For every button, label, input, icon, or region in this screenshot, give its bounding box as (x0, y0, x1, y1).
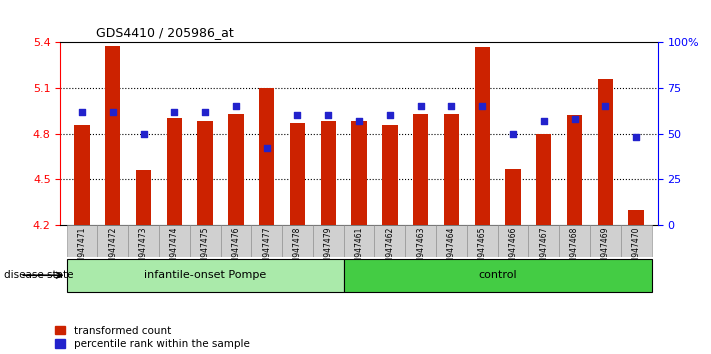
Bar (382, 125, 397, 225)
Bar (590, 225, 621, 257)
Point (230, 103, 242, 109)
Bar (282, 225, 313, 257)
Bar (159, 225, 190, 257)
Point (353, 118, 365, 124)
Legend: transformed count, percentile rank within the sample: transformed count, percentile rank withi… (55, 326, 250, 349)
Bar (321, 121, 336, 225)
Bar (413, 114, 428, 225)
Bar (375, 225, 405, 257)
Point (138, 131, 149, 136)
Bar (220, 225, 251, 257)
Text: GSM947466: GSM947466 (508, 227, 518, 273)
Text: GSM947475: GSM947475 (201, 227, 210, 273)
Text: GSM947468: GSM947468 (570, 227, 579, 273)
Bar (536, 134, 552, 225)
Point (76, 109, 87, 115)
Bar (343, 225, 375, 257)
Text: control: control (479, 270, 517, 280)
Point (169, 109, 180, 115)
Bar (444, 114, 459, 225)
Bar (405, 225, 436, 257)
Bar (498, 225, 528, 257)
Bar (351, 121, 367, 225)
Text: disease state: disease state (4, 270, 73, 280)
Text: GSM947473: GSM947473 (139, 227, 148, 273)
Text: GSM947476: GSM947476 (231, 227, 240, 273)
Bar (559, 225, 590, 257)
Bar (190, 225, 220, 257)
Bar (474, 47, 490, 225)
Point (569, 116, 580, 122)
Bar (506, 169, 520, 225)
Bar (166, 119, 182, 225)
Bar (128, 225, 159, 257)
Bar (343, 258, 651, 292)
Bar (290, 123, 305, 225)
Point (415, 103, 427, 109)
Bar (598, 79, 613, 225)
Bar (136, 170, 151, 225)
Point (538, 118, 550, 124)
Bar (97, 225, 128, 257)
Point (261, 145, 272, 151)
Text: GSM947461: GSM947461 (355, 227, 363, 273)
Text: GSM947465: GSM947465 (478, 227, 487, 273)
Bar (105, 46, 120, 225)
Text: GSM947467: GSM947467 (539, 227, 548, 273)
Text: GSM947471: GSM947471 (77, 227, 87, 273)
Bar (567, 115, 582, 225)
Text: GSM947463: GSM947463 (416, 227, 425, 273)
Point (292, 113, 303, 118)
Text: GSM947478: GSM947478 (293, 227, 302, 273)
Point (200, 109, 211, 115)
Point (631, 135, 642, 140)
Point (446, 103, 457, 109)
Point (323, 113, 334, 118)
Text: infantile-onset Pompe: infantile-onset Pompe (144, 270, 266, 280)
Point (476, 103, 488, 109)
Text: GSM947479: GSM947479 (324, 227, 333, 273)
Bar (259, 88, 274, 225)
Text: GSM947472: GSM947472 (108, 227, 117, 273)
Bar (198, 121, 213, 225)
Bar (467, 225, 498, 257)
Bar (629, 210, 644, 225)
Text: GSM947462: GSM947462 (385, 227, 395, 273)
Bar (251, 225, 282, 257)
Bar (621, 225, 651, 257)
Bar (313, 225, 343, 257)
Text: GSM947474: GSM947474 (170, 227, 179, 273)
Text: GDS4410 / 205986_at: GDS4410 / 205986_at (96, 26, 234, 39)
Bar (67, 225, 97, 257)
Point (507, 131, 518, 136)
Text: GSM947469: GSM947469 (601, 227, 610, 273)
Bar (67, 258, 343, 292)
Text: GSM947464: GSM947464 (447, 227, 456, 273)
Text: GSM947477: GSM947477 (262, 227, 271, 273)
Bar (528, 225, 559, 257)
Bar (74, 125, 90, 225)
Point (107, 109, 119, 115)
Point (384, 113, 395, 118)
Point (599, 103, 611, 109)
Bar (228, 114, 244, 225)
Text: GSM947470: GSM947470 (631, 227, 641, 273)
Bar (436, 225, 467, 257)
